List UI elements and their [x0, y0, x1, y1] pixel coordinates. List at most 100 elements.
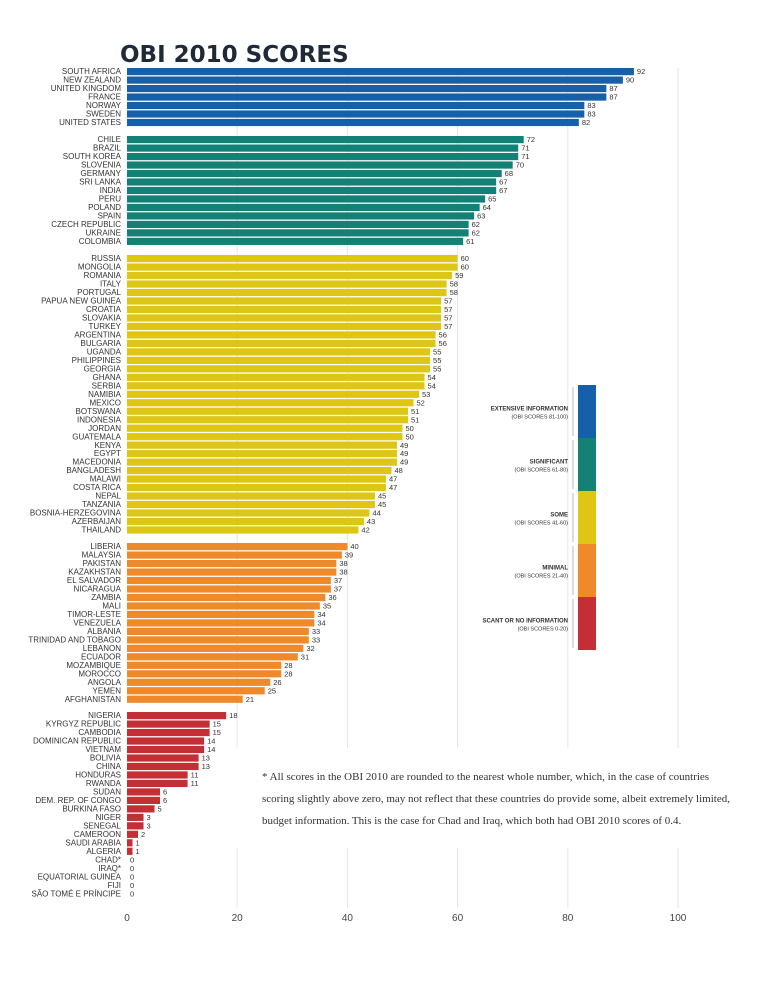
bar: [127, 110, 585, 118]
bar: [127, 169, 502, 178]
bar: [127, 101, 585, 110]
bar: [127, 822, 144, 830]
value-label: 59: [455, 271, 463, 280]
country-label: NEW ZEALAND: [63, 76, 121, 85]
value-label: 65: [488, 195, 496, 204]
value-label: 71: [521, 152, 529, 161]
value-label: 63: [477, 212, 485, 221]
value-label: 47: [389, 475, 397, 484]
bar: [127, 263, 458, 271]
legend-swatch: [578, 597, 596, 650]
value-label: 32: [306, 644, 314, 653]
country-label: DEM. REP. OF CONGO: [35, 796, 121, 805]
bar: [127, 220, 469, 228]
bar: [127, 203, 480, 212]
value-label: 55: [433, 356, 441, 365]
value-label: 52: [417, 398, 425, 407]
bar: [127, 322, 442, 331]
value-label: 54: [428, 381, 436, 390]
value-label: 55: [433, 364, 441, 373]
value-label: 28: [284, 661, 292, 670]
bar: [127, 68, 634, 76]
value-label: 0: [130, 889, 134, 898]
bar: [127, 483, 386, 492]
country-label: EL SALVADOR: [67, 576, 121, 585]
value-label: 71: [521, 144, 529, 153]
country-label: MALAYSIA: [82, 551, 122, 560]
x-tick-label: 60: [452, 913, 464, 924]
bar: [127, 754, 199, 762]
value-label: 45: [378, 492, 386, 501]
legend-label: SCANT OR NO INFORMATION: [482, 619, 568, 625]
bar: [127, 416, 409, 424]
legend-swatch: [578, 544, 596, 597]
value-label: 49: [400, 441, 408, 450]
country-label: AZERBAIJAN: [72, 517, 122, 526]
bar: [127, 543, 348, 551]
value-label: 83: [587, 110, 595, 119]
bar: [127, 237, 464, 245]
value-label: 62: [472, 228, 480, 237]
value-label: 3: [147, 813, 151, 822]
country-label: YEMEN: [93, 686, 122, 695]
bar: [127, 745, 205, 754]
country-label: UGANDA: [87, 347, 122, 356]
country-label: KAZAKHSTAN: [68, 568, 121, 577]
value-label: 55: [433, 347, 441, 356]
country-label: RUSSIA: [91, 254, 121, 263]
value-label: 36: [328, 593, 336, 602]
value-label: 83: [587, 101, 595, 110]
country-label: NIGER: [96, 813, 122, 822]
country-label: POLAND: [88, 203, 121, 212]
country-label: CAMEROON: [74, 830, 121, 839]
country-label: SERBIA: [92, 381, 122, 390]
country-label: GERMANY: [81, 169, 122, 178]
value-label: 15: [213, 720, 221, 729]
bar: [127, 467, 392, 475]
value-label: 34: [317, 619, 325, 628]
bar: [127, 712, 227, 720]
bar: [127, 195, 486, 203]
value-label: 51: [411, 415, 419, 424]
bar: [127, 84, 607, 93]
country-label: GHANA: [93, 373, 122, 382]
bar: [127, 619, 315, 627]
country-label: MALI: [102, 602, 121, 611]
bar: [127, 492, 375, 500]
country-label: NIGERIA: [88, 711, 122, 720]
value-label: 0: [130, 855, 134, 864]
country-label: BOTSWANA: [76, 407, 122, 416]
bar: [127, 517, 364, 526]
value-label: 67: [499, 186, 507, 195]
value-label: 60: [461, 263, 469, 272]
country-label: INDONESIA: [77, 415, 122, 424]
value-label: 18: [229, 711, 237, 720]
bar: [127, 76, 623, 84]
value-label: 28: [284, 669, 292, 678]
bar: [127, 152, 519, 161]
value-label: 49: [400, 458, 408, 467]
value-label: 3: [147, 821, 151, 830]
country-label: HONDURAS: [75, 771, 121, 780]
value-label: 57: [444, 297, 452, 306]
country-label: BRAZIL: [93, 144, 122, 153]
country-label: RWANDA: [86, 779, 122, 788]
bar: [127, 297, 442, 305]
value-label: 68: [505, 169, 513, 178]
bars: SOUTH AFRICA 92 NEW ZEALAND 90 UNITED KINGDO…: [28, 67, 645, 898]
value-label: 56: [439, 339, 447, 348]
country-label: SPAIN: [98, 212, 122, 221]
country-label: SLOVAKIA: [82, 314, 122, 323]
country-label: PAKISTAN: [83, 559, 122, 568]
value-label: 49: [400, 449, 408, 458]
country-label: ECUADOR: [81, 652, 121, 661]
bar: [127, 559, 337, 568]
country-label: SOUTH KOREA: [63, 152, 122, 161]
bar: [127, 450, 397, 458]
bar: [127, 458, 397, 466]
value-label: 26: [273, 678, 281, 687]
country-label: PORTUGAL: [77, 288, 121, 297]
country-label: ZAMBIA: [91, 593, 121, 602]
value-label: 44: [372, 509, 380, 518]
country-label: EGYPT: [94, 449, 121, 458]
